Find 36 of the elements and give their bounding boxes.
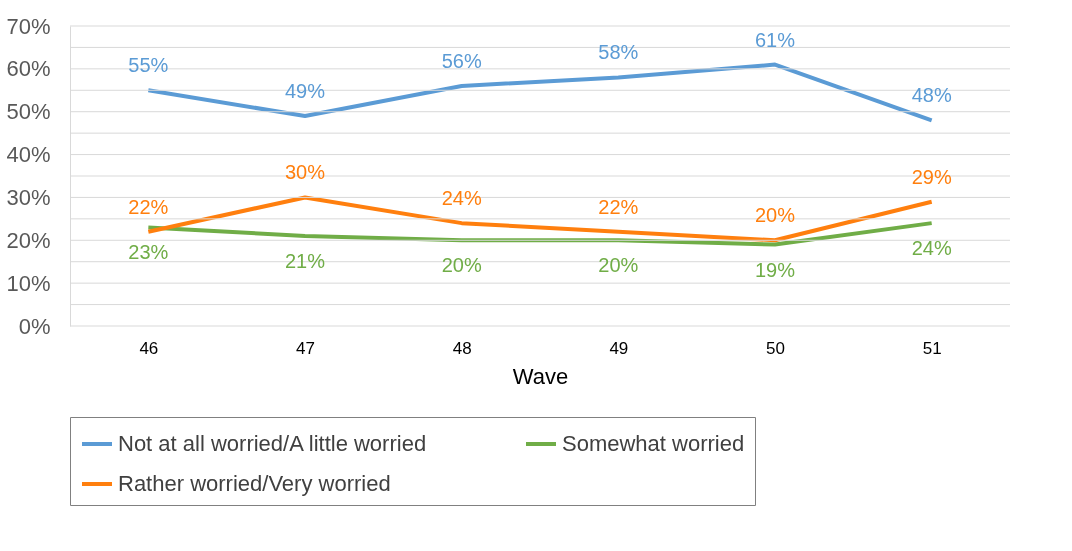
data-label: 24% <box>911 237 952 260</box>
data-label: 22% <box>598 195 639 218</box>
x-tick-label: 48 <box>452 338 472 358</box>
data-label: 22% <box>128 195 169 218</box>
data-label: 55% <box>128 54 169 77</box>
data-label: 61% <box>754 28 796 51</box>
x-axis-title: Wave <box>512 363 569 389</box>
y-tick-label: 40% <box>6 142 51 168</box>
y-tick-label: 70% <box>6 13 51 39</box>
x-tick-label: 49 <box>609 338 629 358</box>
y-tick-label: 20% <box>6 227 51 253</box>
y-tick-label: 30% <box>6 184 51 210</box>
legend-label: Rather worried/Very worried <box>118 471 391 496</box>
x-tick-label: 50 <box>766 338 785 358</box>
x-tick-label: 46 <box>139 338 159 358</box>
data-label: 48% <box>911 84 952 107</box>
data-label: 20% <box>441 254 482 277</box>
y-tick-label: 50% <box>6 99 51 125</box>
y-tick-label: 10% <box>6 270 51 296</box>
data-label: 58% <box>598 41 639 64</box>
data-label: 49% <box>284 80 326 102</box>
data-label: 20% <box>754 204 796 227</box>
data-label: 23% <box>128 241 169 264</box>
data-label: 21% <box>284 250 326 272</box>
data-label: 20% <box>598 254 639 277</box>
data-label: 24% <box>441 187 482 210</box>
legend-label: Not at all worried/A little worried <box>118 431 427 456</box>
data-label: 30% <box>284 161 326 184</box>
data-label: 56% <box>441 50 482 72</box>
data-label: 29% <box>911 165 952 188</box>
data-label: 19% <box>754 258 796 281</box>
y-tick-label: 60% <box>6 56 51 82</box>
y-tick-label: 0% <box>18 313 51 339</box>
x-tick-label: 51 <box>922 338 942 358</box>
legend-label: Somewhat worried <box>562 431 745 456</box>
x-tick-label: 47 <box>296 338 315 358</box>
